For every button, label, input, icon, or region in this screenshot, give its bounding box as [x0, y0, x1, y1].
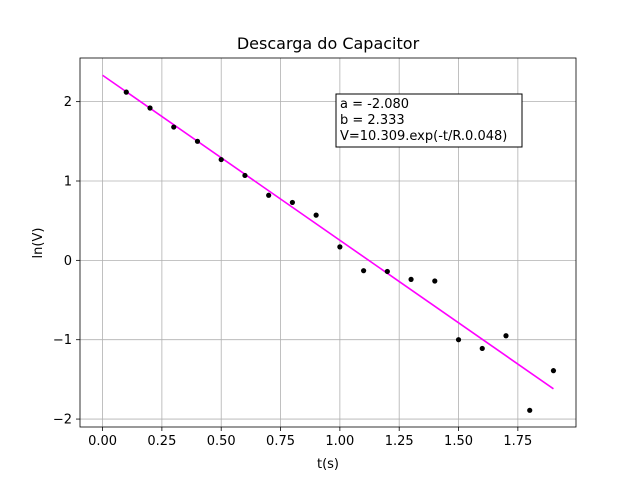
- y-axis-label: ln(V): [31, 228, 46, 259]
- annotation-line-formula: V=10.309.exp(-t/R.0.048): [340, 129, 507, 144]
- x-axis-label: t(s): [317, 457, 339, 472]
- x-tick-label: 1.75: [503, 434, 532, 449]
- x-tick-label: 0.25: [147, 434, 176, 449]
- data-point: [455, 337, 462, 343]
- data-point: [550, 368, 557, 374]
- x-tick-label: 0.00: [88, 434, 117, 449]
- annotation-line-a: a = -2.080: [340, 97, 409, 112]
- data-point: [242, 172, 248, 179]
- x-tick-label: 0.75: [266, 434, 295, 449]
- annotation-line-b: b = 2.333: [340, 113, 405, 128]
- y-tick-label: 0: [64, 254, 72, 269]
- fit-parameters-box: a = -2.080 b = 2.333 V=10.309.exp(-t/R.0…: [335, 93, 523, 148]
- chart-title: Descarga do Capacitor: [237, 34, 420, 53]
- data-point: [432, 278, 438, 284]
- data-point: [147, 105, 153, 111]
- x-tick-label: 0.50: [207, 434, 236, 449]
- data-point: [384, 268, 390, 275]
- data-point: [194, 138, 201, 144]
- y-tick-label: −2: [53, 413, 72, 428]
- fit-line-layer: [102, 74, 554, 390]
- y-tick-label: −1: [53, 333, 72, 348]
- data-point: [266, 192, 272, 198]
- fit-line: [102, 74, 554, 390]
- x-tick-label: 1.00: [325, 434, 354, 449]
- data-point: [360, 268, 367, 274]
- data-point: [289, 199, 296, 206]
- data-point: [123, 89, 129, 95]
- data-point: [503, 333, 509, 339]
- y-axis-ticks: −2 −1 0 1 2: [53, 95, 80, 428]
- axes-frame: [79, 57, 577, 428]
- data-point: [408, 276, 414, 282]
- annotation-box: [335, 93, 523, 148]
- data-point: [527, 407, 533, 413]
- data-points-layer: [123, 89, 557, 413]
- x-tick-label: 1.25: [385, 434, 414, 449]
- x-tick-label: 1.50: [444, 434, 473, 449]
- data-point: [479, 345, 485, 352]
- data-point: [218, 156, 224, 163]
- y-tick-label: 2: [64, 95, 72, 110]
- data-point: [313, 212, 319, 218]
- data-point: [337, 244, 343, 250]
- x-axis-ticks: 0.00 0.25 0.50 0.75 1.00 1.25 1.50 1.75: [88, 427, 532, 449]
- data-point: [171, 124, 177, 130]
- y-tick-label: 1: [64, 175, 72, 190]
